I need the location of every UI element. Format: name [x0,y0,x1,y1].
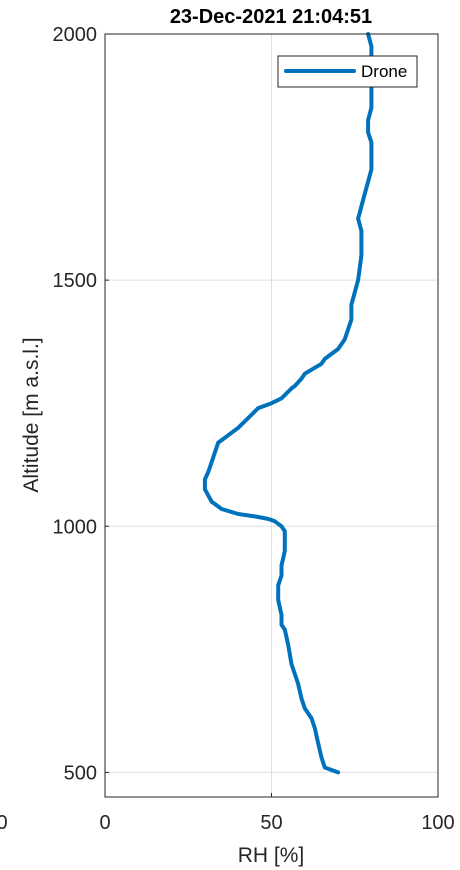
y-tick-label: 1500 [53,270,98,292]
legend: Drone [277,55,418,88]
x-tick-label: 100 [421,812,454,834]
y-axis-label: Altitude [m a.s.l.] [20,337,43,492]
axis-ticks: 0 50 100 500 1000 1500 2000 [53,24,455,834]
y-tick-label: 500 [64,762,97,784]
x-tick-label: 0 [99,812,110,834]
x-tick-label: 50 [260,812,282,834]
stray-tick-label: 0 [0,812,8,834]
y-tick-label: 1000 [53,516,98,538]
legend-entry-drone: Drone [361,62,407,81]
plot-frame [104,33,439,798]
series-layer [202,32,374,775]
y-tick-label: 2000 [53,24,98,46]
x-axis-label: RH [%] [238,844,305,867]
grid-lines [105,34,438,797]
series-line-drone [202,32,374,775]
chart-title: 23-Dec-2021 21:04:51 [170,6,372,28]
